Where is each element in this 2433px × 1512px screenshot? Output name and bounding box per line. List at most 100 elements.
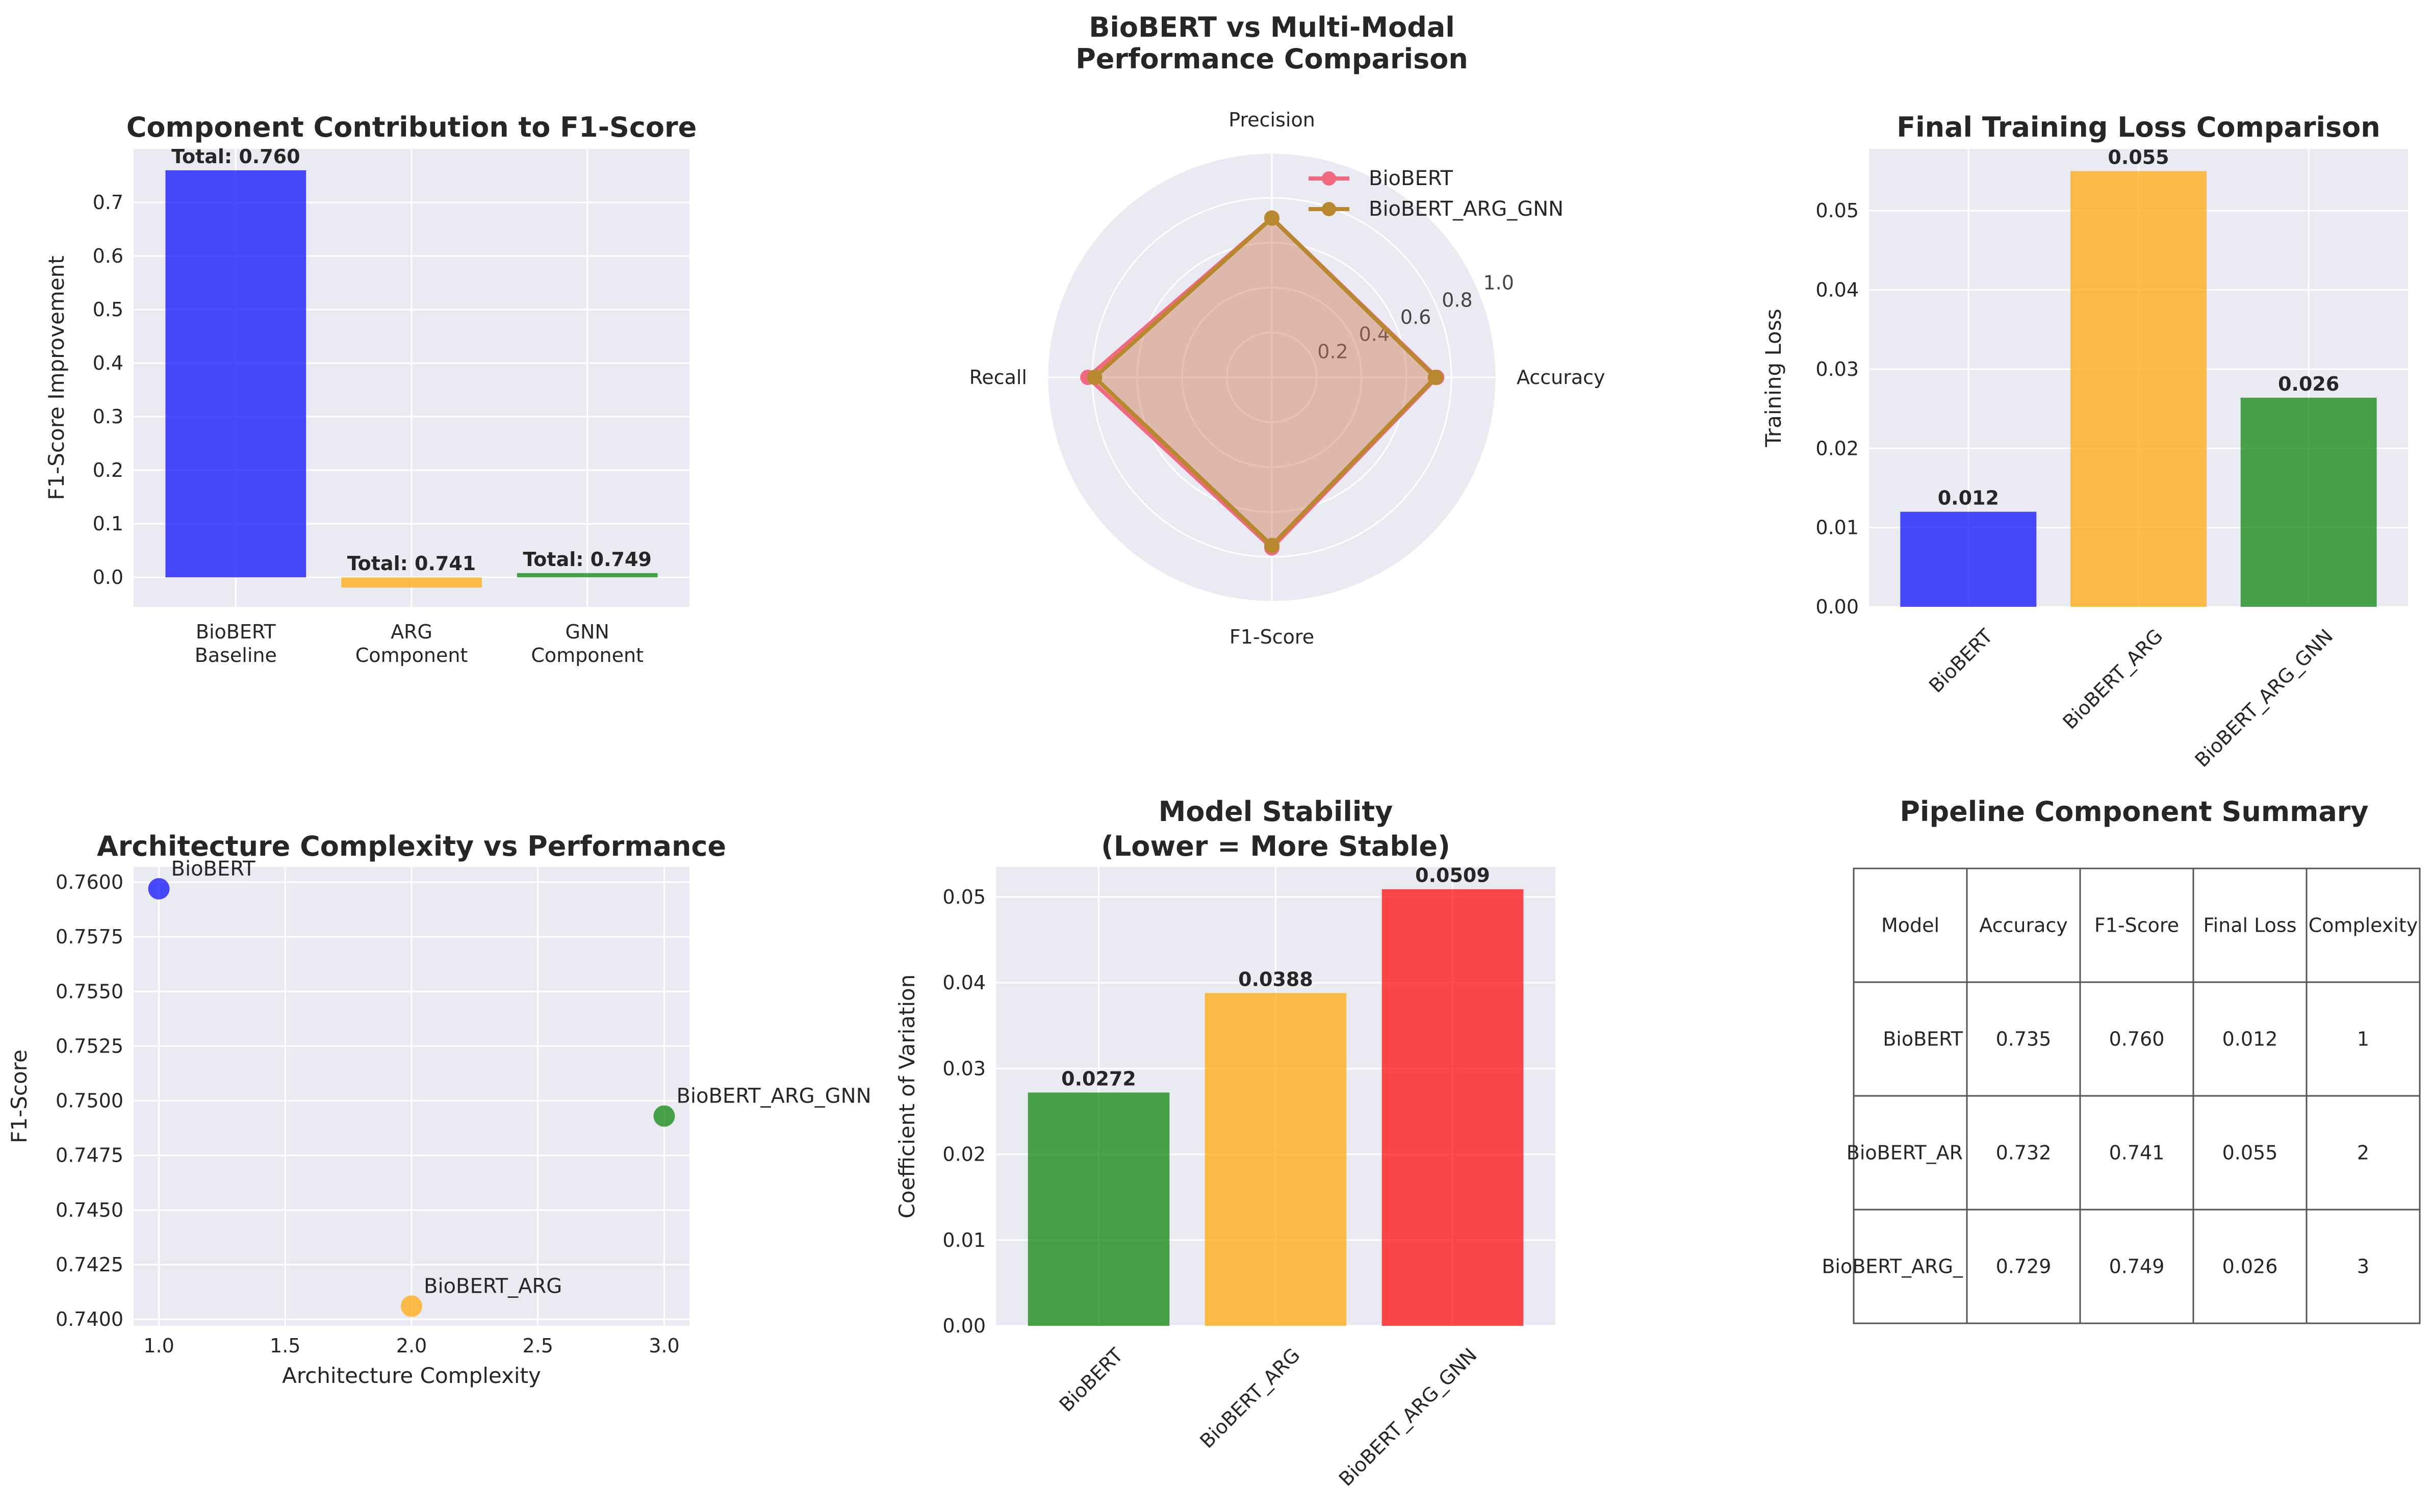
summary-cell: 2: [2357, 1142, 2369, 1164]
contribution-ytick-label: 0.1: [93, 512, 123, 535]
summary-cell: BioBERT: [1883, 1028, 1963, 1050]
radar-rtick-label: 0.8: [1442, 289, 1472, 311]
stability-ylabel: Coefficient of Variation: [894, 975, 919, 1219]
complexity-xtick-label: 1.0: [143, 1335, 174, 1357]
radar-series-1-marker: [1427, 370, 1443, 385]
complexity-point-label: BioBERT_ARG_GNN: [676, 1085, 871, 1108]
contribution-ytick-label: 0.5: [93, 298, 123, 321]
training-loss-ylabel: Training Loss: [1761, 309, 1786, 447]
complexity-ytick-label: 0.7600: [56, 871, 123, 893]
summary-header-cell: F1-Score: [2094, 914, 2179, 937]
radar-legend-label: BioBERT: [1369, 167, 1453, 190]
radar-title-line: Performance Comparison: [1075, 43, 1468, 75]
contribution-bar: [341, 577, 482, 588]
complexity-point: [653, 1105, 675, 1127]
stability-ytick-label: 0.03: [942, 1057, 986, 1080]
contribution-bar: [517, 573, 658, 578]
stability-title-line: (Lower = More Stable): [1101, 830, 1450, 862]
complexity-xtick-label: 3.0: [649, 1335, 679, 1357]
contribution-xtick-label-line: BioBERT: [196, 621, 276, 643]
contribution-bar-label: Total: 0.749: [523, 548, 651, 571]
training-loss-xtick-label: BioBERT: [1925, 624, 1997, 697]
complexity-point: [401, 1295, 422, 1317]
contribution-xtick-label-line: GNN: [566, 621, 609, 643]
stability-ytick-label: 0.00: [942, 1315, 986, 1337]
complexity-ytick-label: 0.7400: [56, 1308, 123, 1330]
stability-bar-label: 0.0272: [1061, 1067, 1136, 1090]
stability-bar: [1028, 1092, 1170, 1326]
summary-cell: BioBERT_ARG_: [1822, 1255, 1963, 1278]
contribution-ytick-label: 0.0: [93, 566, 123, 588]
summary-header-cell: Complexity: [2309, 914, 2418, 937]
training-loss-ytick-label: 0.00: [1815, 596, 1859, 618]
stability-bar: [1205, 993, 1347, 1326]
summary-cell: 0.741: [2109, 1142, 2165, 1164]
stability-ytick-label: 0.01: [942, 1229, 986, 1251]
radar-rtick-label: 1.0: [1483, 272, 1514, 294]
contribution-ytick-label: 0.4: [93, 352, 123, 374]
contribution-ytick-label: 0.2: [93, 459, 123, 481]
training-loss-ytick-label: 0.03: [1815, 358, 1859, 380]
stability-bar-label: 0.0388: [1238, 968, 1313, 990]
contribution-xtick-label-line: Component: [531, 644, 644, 667]
stability-ytick-label: 0.02: [942, 1143, 986, 1166]
radar-rtick-label: 0.6: [1400, 306, 1431, 328]
contribution-ytick-label: 0.7: [93, 191, 123, 214]
training-loss-bar-label: 0.055: [2108, 146, 2169, 169]
summary-cell: 0.760: [2109, 1028, 2165, 1050]
training-loss-bar-label: 0.026: [2278, 373, 2339, 395]
contribution-xtick-label-line: Baseline: [195, 644, 277, 667]
contribution-ytick-label: 0.3: [93, 405, 123, 428]
contribution-bar-label: Total: 0.760: [171, 145, 300, 168]
stability-xtick-label: BioBERT_ARG_GNN: [1335, 1344, 1481, 1491]
radar-series-1-marker: [1264, 537, 1279, 553]
contribution-title: Component Contribution to F1-Score: [126, 111, 697, 143]
radar-legend-marker: [1322, 202, 1336, 216]
stability-bar: [1381, 889, 1524, 1326]
contribution-ytick-label: 0.6: [93, 245, 123, 267]
complexity-title: Architecture Complexity vs Performance: [97, 830, 726, 862]
stability-title: Model Stability(Lower = More Stable): [1101, 796, 1450, 862]
training-loss-xtick-label: BioBERT_ARG: [2058, 625, 2167, 733]
summary-cell: 0.729: [1996, 1255, 2052, 1278]
summary-cell: 0.012: [2222, 1028, 2278, 1050]
summary-cell: 0.749: [2109, 1255, 2165, 1278]
complexity-ytick-label: 0.7525: [56, 1035, 123, 1057]
complexity-ylabel: F1-Score: [7, 1049, 32, 1143]
radar-axis-label: F1-Score: [1230, 626, 1314, 648]
summary-header-cell: Final Loss: [2203, 914, 2296, 937]
training-loss-ytick-label: 0.05: [1815, 199, 1859, 222]
complexity-xtick-label: 1.5: [270, 1335, 300, 1357]
summary-cell: 0.055: [2222, 1142, 2278, 1164]
radar-series-1-marker: [1087, 370, 1103, 385]
complexity-ytick-label: 0.7450: [56, 1199, 123, 1221]
radar-series-1-marker: [1264, 210, 1279, 226]
summary-header-cell: Accuracy: [1979, 914, 2068, 937]
complexity-ytick-label: 0.7550: [56, 980, 123, 1003]
complexity-xtick-label: 2.5: [523, 1335, 553, 1357]
training-loss-xtick-label: BioBERT_ARG_GNN: [2191, 625, 2338, 772]
training-loss-bar-label: 0.012: [1938, 487, 1999, 509]
summary-cell: 3: [2357, 1255, 2369, 1278]
stability-ytick-label: 0.04: [942, 971, 986, 994]
summary-header-cell: Model: [1881, 914, 1939, 937]
radar-rtick-label: 0.2: [1317, 340, 1348, 363]
training-loss-ytick-label: 0.04: [1815, 279, 1859, 301]
summary-cell: 0.735: [1996, 1028, 2052, 1050]
contribution-xtick-label-line: Component: [355, 644, 468, 667]
complexity-xlabel: Architecture Complexity: [282, 1363, 541, 1388]
stability-bar-label: 0.0509: [1415, 864, 1490, 887]
complexity-point-label: BioBERT: [171, 857, 256, 881]
stability-xtick-label: BioBERT: [1055, 1343, 1128, 1416]
complexity-ytick-label: 0.7425: [56, 1253, 123, 1276]
stability-xtick-label: BioBERT_ARG: [1195, 1344, 1304, 1452]
summary-cell: 0.026: [2222, 1255, 2278, 1278]
complexity-xtick-label: 2.0: [396, 1335, 427, 1357]
contribution-bar: [165, 170, 306, 578]
radar-legend-label: BioBERT_ARG_GNN: [1369, 197, 1564, 221]
